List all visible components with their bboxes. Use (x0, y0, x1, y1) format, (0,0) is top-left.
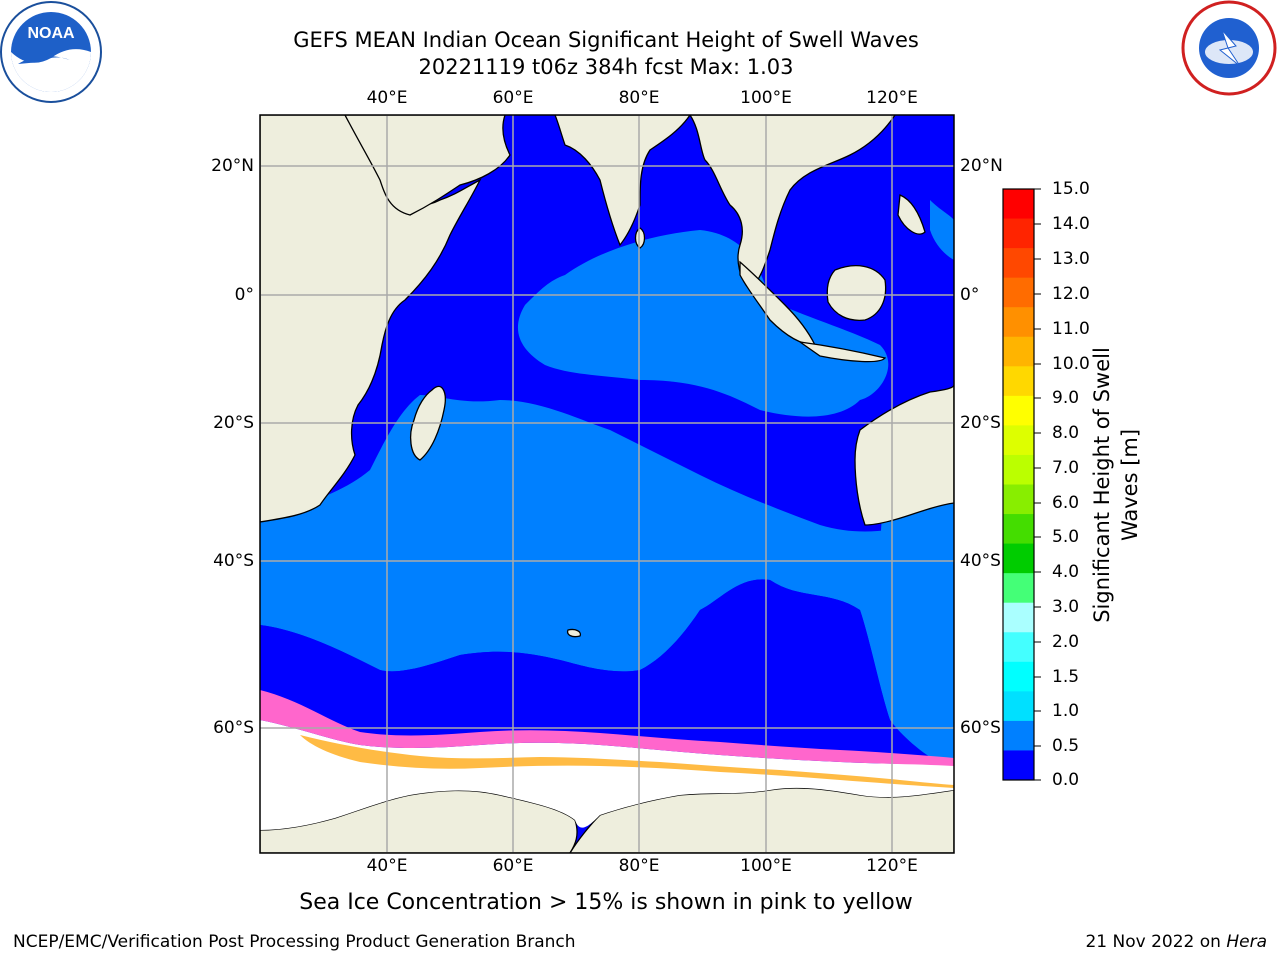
colorbar-segment (1003, 573, 1034, 604)
lat-tick-right: 20°N (960, 156, 1003, 176)
colorbar-segment (1003, 218, 1034, 249)
india (554, 115, 691, 247)
noaa-logo-text: NOAA (27, 25, 75, 42)
lon-tick-bottom: 60°E (492, 856, 534, 876)
lat-tick-left: 40°S (213, 551, 254, 571)
colorbar-segment (1003, 691, 1034, 722)
lon-tick-top: 40°E (366, 88, 408, 108)
colorbar-segment (1003, 514, 1034, 545)
footer-credit: NCEP/EMC/Verification Post Processing Pr… (13, 932, 576, 952)
sea-ice (260, 720, 954, 830)
colorbar-segment (1003, 720, 1034, 751)
colorbar-label: 0.0 (1052, 770, 1080, 790)
lat-tick-left: 60°S (213, 718, 254, 738)
colorbar-label: 8.0 (1052, 423, 1080, 443)
colorbar-label: 12.0 (1052, 284, 1090, 304)
lat-tick-right: 60°S (960, 718, 1001, 738)
noaa-logo: NOAA (0, 1, 102, 103)
colorbar-segment (1003, 366, 1034, 397)
lat-tick-right: 20°S (960, 413, 1001, 433)
lon-tick-bottom: 100°E (740, 856, 792, 876)
colorbar-segment (1003, 395, 1034, 426)
ocean-mid-swell-se-asia (930, 200, 954, 260)
colorbar-label: 2.0 (1052, 632, 1080, 652)
footer-host: Hera (1226, 932, 1267, 952)
colorbar-segment (1003, 454, 1034, 485)
colorbar-segment (1003, 543, 1034, 574)
map-area (260, 115, 954, 853)
land (260, 115, 954, 853)
colorbar-title-line2: Waves [m] (1118, 428, 1142, 542)
colorbar-label: 5.0 (1052, 527, 1080, 547)
lon-tick-bottom: 40°E (366, 856, 408, 876)
colorbar-segment (1003, 248, 1034, 279)
colorbar-label: 15.0 (1052, 179, 1090, 199)
colorbar-segment (1003, 632, 1034, 663)
ocean-mid-swell-south (260, 395, 954, 770)
lat-tick-right: 40°S (960, 551, 1001, 571)
colorbar-label: 0.5 (1052, 736, 1080, 756)
colorbar-label: 14.0 (1052, 214, 1090, 234)
chart-title: GEFS MEAN Indian Ocean Significant Heigh… (293, 28, 919, 52)
philippines (897, 194, 926, 235)
lon-tick-top: 80°E (618, 88, 660, 108)
colorbar-segment (1003, 277, 1034, 308)
colorbar-segment (1003, 484, 1034, 515)
colorbar-segment (1003, 661, 1034, 692)
colorbar-segment (1003, 307, 1034, 338)
map-gridlines (260, 115, 954, 853)
chart-subtitle: 20221119 t06z 384h fcst Max: 1.03 (418, 55, 794, 79)
sea-ice-footnote: Sea Ice Concentration > 15% is shown in … (299, 890, 913, 915)
lat-tick-right: 0° (960, 285, 980, 305)
colorbar-label: 13.0 (1052, 249, 1090, 269)
colorbar-title-line1: Significant Height of Swell (1090, 347, 1114, 623)
sea-ice-orange-edge (300, 735, 954, 788)
ocean-mid-swell-east (880, 461, 954, 705)
island-south (566, 628, 582, 638)
java (799, 341, 887, 363)
colorbar-label: 9.0 (1052, 388, 1080, 408)
colorbar-ticks (1034, 188, 1041, 781)
colorbar-frame (1002, 188, 1035, 781)
colorbar-label: 11.0 (1052, 319, 1090, 339)
colorbar-label: 3.0 (1052, 597, 1080, 617)
map-frame (259, 114, 955, 854)
colorbar-label: 4.0 (1052, 562, 1080, 582)
australia (854, 384, 954, 526)
colorbar-label: 7.0 (1052, 458, 1080, 478)
colorbar-segment (1003, 602, 1034, 633)
lon-tick-top: 60°E (492, 88, 534, 108)
lon-tick-bottom: 120°E (866, 856, 918, 876)
colorbar-segment (1003, 336, 1034, 367)
lat-tick-left: 0° (234, 285, 254, 305)
colorbar-label: 1.5 (1052, 667, 1080, 687)
footer-date: 21 Nov 2022 on Hera (1085, 932, 1267, 952)
colorbar-title: Significant Height of Swell Waves [m] (1088, 347, 1144, 623)
lon-tick-top: 100°E (740, 88, 792, 108)
lon-tick-top: 120°E (866, 88, 918, 108)
colorbar-label: 1.0 (1052, 701, 1080, 721)
lat-tick-left: 20°N (211, 156, 254, 176)
ocean-mid-swell (517, 230, 889, 417)
footer-date-text: 21 Nov 2022 on (1085, 932, 1227, 952)
colorbar-segment (1003, 425, 1034, 456)
colorbar-label: 10.0 (1052, 354, 1090, 374)
colorbar-segment (1003, 189, 1034, 220)
nws-logo (1181, 0, 1277, 96)
borneo (826, 265, 887, 321)
colorbar (1003, 189, 1034, 781)
colorbar-label: 6.0 (1052, 493, 1080, 513)
lat-tick-left: 20°S (213, 413, 254, 433)
sea-ice-pink-edge (260, 690, 954, 766)
lon-tick-bottom: 80°E (618, 856, 660, 876)
colorbar-segment (1003, 750, 1034, 781)
sri-lanka (634, 227, 646, 249)
